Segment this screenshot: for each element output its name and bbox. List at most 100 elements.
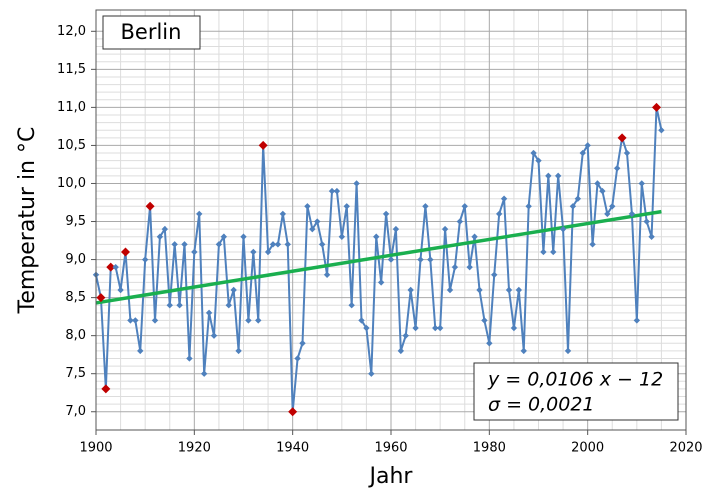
legend-label: Berlin	[121, 20, 182, 44]
marker	[151, 317, 159, 324]
y-tick-label: 8,5	[65, 290, 86, 305]
marker	[495, 210, 503, 218]
marker	[530, 149, 537, 157]
highlight-marker	[652, 102, 661, 112]
marker	[554, 172, 562, 180]
y-tick-label: 11,5	[57, 62, 86, 77]
x-tick-label: 1940	[276, 441, 309, 456]
highlight-marker	[145, 201, 155, 211]
marker	[338, 233, 346, 240]
marker	[628, 210, 636, 218]
marker	[299, 340, 306, 347]
annotation-box	[473, 362, 679, 421]
marker	[574, 195, 582, 202]
marker	[540, 248, 547, 256]
marker	[436, 324, 444, 332]
marker	[481, 317, 488, 324]
marker	[255, 317, 262, 324]
plot	[92, 102, 665, 417]
marker	[648, 233, 655, 240]
highlight-marker	[101, 384, 111, 394]
marker	[446, 286, 454, 294]
marker	[230, 286, 237, 294]
marker	[643, 218, 650, 225]
marker	[432, 324, 439, 332]
marker	[564, 347, 572, 355]
y-tick-label: 7,0	[65, 404, 86, 419]
marker	[658, 127, 665, 134]
marker	[505, 286, 513, 294]
marker	[397, 347, 405, 355]
marker	[613, 165, 621, 172]
marker	[441, 225, 449, 233]
marker	[535, 157, 542, 164]
marker	[633, 317, 641, 324]
highlight-marker	[106, 262, 116, 272]
marker	[210, 332, 218, 339]
y-tick-label: 8,0	[65, 328, 86, 343]
marker	[304, 203, 311, 210]
marker	[368, 370, 375, 377]
marker	[427, 256, 434, 263]
marker	[358, 317, 365, 324]
marker	[623, 149, 631, 157]
grid	[95, 10, 687, 430]
marker	[422, 203, 429, 210]
marker	[309, 225, 316, 233]
marker	[373, 233, 380, 240]
marker	[500, 195, 508, 202]
marker	[323, 271, 331, 278]
x-axis-label: Jahr	[368, 464, 414, 489]
y-tick-label: 9,0	[65, 252, 86, 267]
marker	[520, 347, 527, 355]
marker	[215, 241, 223, 248]
marker	[412, 324, 419, 332]
trend-line	[95, 209, 662, 305]
marker	[348, 302, 355, 309]
series-line	[95, 107, 663, 412]
marker	[392, 225, 400, 233]
marker	[353, 180, 360, 187]
marker	[559, 225, 567, 233]
marker	[225, 302, 232, 309]
marker	[466, 263, 473, 271]
marker	[387, 256, 395, 263]
marker	[274, 241, 282, 248]
marker	[196, 210, 203, 218]
marker	[461, 203, 468, 210]
marker	[417, 256, 424, 263]
x-tick-label: 1920	[178, 441, 211, 456]
marker	[604, 210, 611, 218]
marker	[127, 317, 134, 324]
marker	[137, 347, 144, 355]
marker	[200, 370, 208, 377]
marker	[550, 248, 557, 256]
marker	[510, 324, 518, 332]
highlight-marker	[121, 247, 130, 257]
marker	[363, 324, 370, 332]
marker	[279, 210, 287, 218]
annotation: σ = 0,0021	[488, 394, 595, 416]
marker	[343, 203, 350, 210]
marker	[545, 172, 552, 180]
marker	[269, 241, 277, 248]
marker	[609, 203, 616, 210]
marker	[328, 187, 336, 195]
marker	[264, 248, 272, 256]
marker	[186, 355, 193, 362]
marker	[579, 149, 586, 157]
marker	[456, 218, 464, 225]
y-tick-label: 7,5	[65, 366, 86, 381]
y-tick-label: 12,0	[57, 24, 86, 39]
marker	[191, 248, 198, 256]
highlight-marker	[96, 293, 106, 303]
marker	[156, 233, 164, 240]
marker	[205, 309, 213, 317]
marker	[112, 263, 119, 271]
marker	[525, 203, 532, 210]
marker	[599, 187, 606, 195]
marker	[284, 241, 291, 248]
marker	[594, 180, 601, 187]
marker	[486, 340, 493, 347]
